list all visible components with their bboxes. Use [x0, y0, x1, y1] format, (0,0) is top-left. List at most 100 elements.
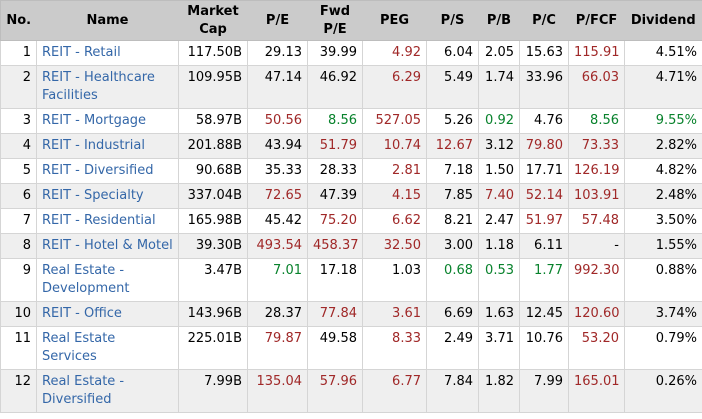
col-header-fwdpe[interactable]: Fwd P/E [307, 0, 363, 41]
cell-fwdpe: 57.96 [307, 369, 363, 413]
cell-pc: 15.63 [519, 40, 569, 66]
group-link[interactable]: Real Estate - Diversified [42, 374, 125, 407]
table-row-2: 2 REIT - Healthcare Facilities 109.95B 47.1… [0, 65, 702, 109]
table-row-10: 10 REIT - Office 143.96B 28.37 77.84 3.61 6.69… [0, 301, 702, 327]
group-link[interactable]: REIT - Residential [42, 213, 156, 228]
col-header-ps[interactable]: P/S [426, 0, 479, 41]
value-dividend: 1.55% [655, 238, 697, 253]
group-link[interactable]: REIT - Office [42, 306, 122, 321]
cell-name: REIT - Specialty [36, 183, 179, 209]
value-marketcap: 143.96B [187, 306, 242, 321]
value-ps: 8.21 [444, 213, 473, 228]
cell-fwdpe: 47.39 [307, 183, 363, 209]
cell-no: 1 [0, 40, 37, 66]
cell-pfcf: 120.60 [568, 301, 625, 327]
cell-fwdpe: 28.33 [307, 158, 363, 184]
cell-pfcf: 66.03 [568, 65, 625, 109]
value-dividend: 0.79% [655, 331, 697, 346]
value-marketcap: 117.50B [187, 45, 242, 60]
cell-dividend: 4.71% [624, 65, 702, 109]
cell-name: REIT - Healthcare Facilities [36, 65, 179, 109]
group-link[interactable]: REIT - Mortgage [42, 113, 147, 128]
value-pe: 79.87 [264, 331, 302, 346]
col-header-pfcf[interactable]: P/FCF [568, 0, 625, 41]
group-link[interactable]: REIT - Diversified [42, 163, 154, 178]
cell-fwdpe: 458.37 [307, 233, 363, 259]
value-peg: 10.74 [383, 138, 421, 153]
cell-dividend: 4.82% [624, 158, 702, 184]
value-dividend: 2.48% [655, 188, 697, 203]
cell-pb: 1.63 [478, 301, 520, 327]
cell-dividend: 4.51% [624, 40, 702, 66]
value-pc: 10.76 [525, 331, 563, 346]
cell-name: Real Estate - Diversified [36, 369, 179, 413]
value-pc: 79.80 [525, 138, 563, 153]
value-dividend: 9.55% [655, 113, 697, 128]
value-pfcf: 73.33 [581, 138, 619, 153]
cell-dividend: 0.88% [624, 258, 702, 302]
value-pe: 43.94 [264, 138, 302, 153]
col-header-peg[interactable]: PEG [362, 0, 427, 41]
value-peg: 3.61 [392, 306, 421, 321]
value-pb: 3.71 [485, 331, 514, 346]
group-link[interactable]: REIT - Industrial [42, 138, 145, 153]
col-header-marketcap[interactable]: Market Cap [178, 0, 248, 41]
value-peg: 8.33 [392, 331, 421, 346]
value-dividend: 3.74% [655, 306, 697, 321]
value-pfcf: 115.91 [574, 45, 620, 60]
cell-ps: 5.49 [426, 65, 479, 109]
cell-peg: 6.29 [362, 65, 427, 109]
value-ps: 7.18 [444, 163, 473, 178]
value-pe: 29.13 [264, 45, 302, 60]
table-row-3: 3 REIT - Mortgage 58.97B 50.56 8.56 527.05 5.2… [0, 108, 702, 134]
cell-no: 11 [0, 326, 37, 370]
cell-marketcap: 3.47B [178, 258, 248, 302]
cell-fwdpe: 46.92 [307, 65, 363, 109]
col-header-name[interactable]: Name [36, 0, 179, 41]
value-pfcf: 66.03 [581, 70, 619, 85]
group-link[interactable]: Real Estate Services [42, 331, 116, 364]
col-header-pc[interactable]: P/C [519, 0, 569, 41]
cell-name: REIT - Mortgage [36, 108, 179, 134]
group-link[interactable]: REIT - Healthcare Facilities [42, 70, 155, 103]
cell-peg: 6.62 [362, 208, 427, 234]
value-pc: 52.14 [525, 188, 563, 203]
value-pb: 7.40 [485, 188, 514, 203]
group-link[interactable]: REIT - Retail [42, 45, 121, 60]
col-header-dividend[interactable]: Dividend [624, 0, 702, 41]
cell-no: 12 [0, 369, 37, 413]
col-header-no[interactable]: No. [0, 0, 37, 41]
cell-pfcf: 992.30 [568, 258, 625, 302]
col-header-pe[interactable]: P/E [247, 0, 308, 41]
cell-pfcf: 73.33 [568, 133, 625, 159]
cell-name: REIT - Retail [36, 40, 179, 66]
value-fwdpe: 39.99 [319, 45, 357, 60]
cell-pfcf: 57.48 [568, 208, 625, 234]
cell-ps: 7.18 [426, 158, 479, 184]
group-link[interactable]: REIT - Hotel & Motel [42, 238, 173, 253]
group-link[interactable]: Real Estate - Development [42, 263, 130, 296]
value-ps: 6.69 [444, 306, 473, 321]
cell-pfcf: - [568, 233, 625, 259]
col-header-pb[interactable]: P/B [478, 0, 520, 41]
cell-marketcap: 58.97B [178, 108, 248, 134]
value-pb: 1.82 [485, 374, 514, 389]
cell-pc: 51.97 [519, 208, 569, 234]
cell-pc: 33.96 [519, 65, 569, 109]
value-fwdpe: 47.39 [319, 188, 357, 203]
group-link[interactable]: REIT - Specialty [42, 188, 144, 203]
value-dividend: 0.26% [655, 374, 697, 389]
table-row-1: 1 REIT - Retail 117.50B 29.13 39.99 4.92 6.04 2… [0, 40, 702, 66]
cell-pe: 45.42 [247, 208, 308, 234]
value-pc: 6.11 [534, 238, 563, 253]
cell-pe: 7.01 [247, 258, 308, 302]
value-pc: 1.77 [534, 263, 563, 278]
value-marketcap: 201.88B [187, 138, 242, 153]
cell-marketcap: 117.50B [178, 40, 248, 66]
cell-pfcf: 115.91 [568, 40, 625, 66]
cell-pfcf: 103.91 [568, 183, 625, 209]
cell-peg: 32.50 [362, 233, 427, 259]
value-pfcf: 53.20 [581, 331, 619, 346]
table-row-12: 12 Real Estate - Diversified 7.99B 135.04 57… [0, 369, 702, 413]
